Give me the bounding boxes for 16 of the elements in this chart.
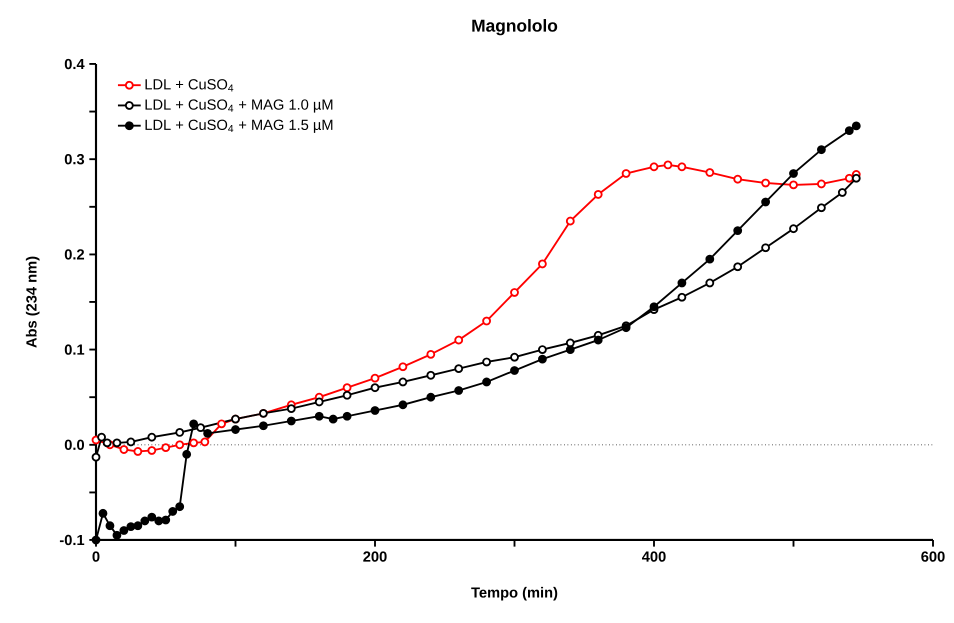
x-tick-label: 600 <box>921 551 945 562</box>
x-tick-label: 0 <box>92 551 100 562</box>
y-tick-label: 0.1 <box>64 344 84 355</box>
y-tick-label: 0.0 <box>64 440 84 450</box>
y-tick-label: -0.1 <box>60 534 84 546</box>
y-axis-title: Abs (234 nm) <box>26 256 40 348</box>
legend-label: LDL + CuSO$_{4}$ + MAG 1.0 µM <box>146 99 332 113</box>
legend-label: LDL + CuSO$_{4}$ + MAG 1.5 µM <box>146 120 332 133</box>
y-tick-label: 0.2 <box>64 249 84 260</box>
x-tick-label: 400 <box>642 551 666 562</box>
legend-label: LDL + CuSO$_{4}$ <box>146 79 234 92</box>
y-tick-label: 0.3 <box>64 154 84 164</box>
x-tick-label: 200 <box>363 551 387 562</box>
chart-title: Magnololo <box>472 19 558 36</box>
y-tick-label: 0.4 <box>64 58 85 70</box>
x-axis-title: Tempo (min) <box>471 586 558 601</box>
